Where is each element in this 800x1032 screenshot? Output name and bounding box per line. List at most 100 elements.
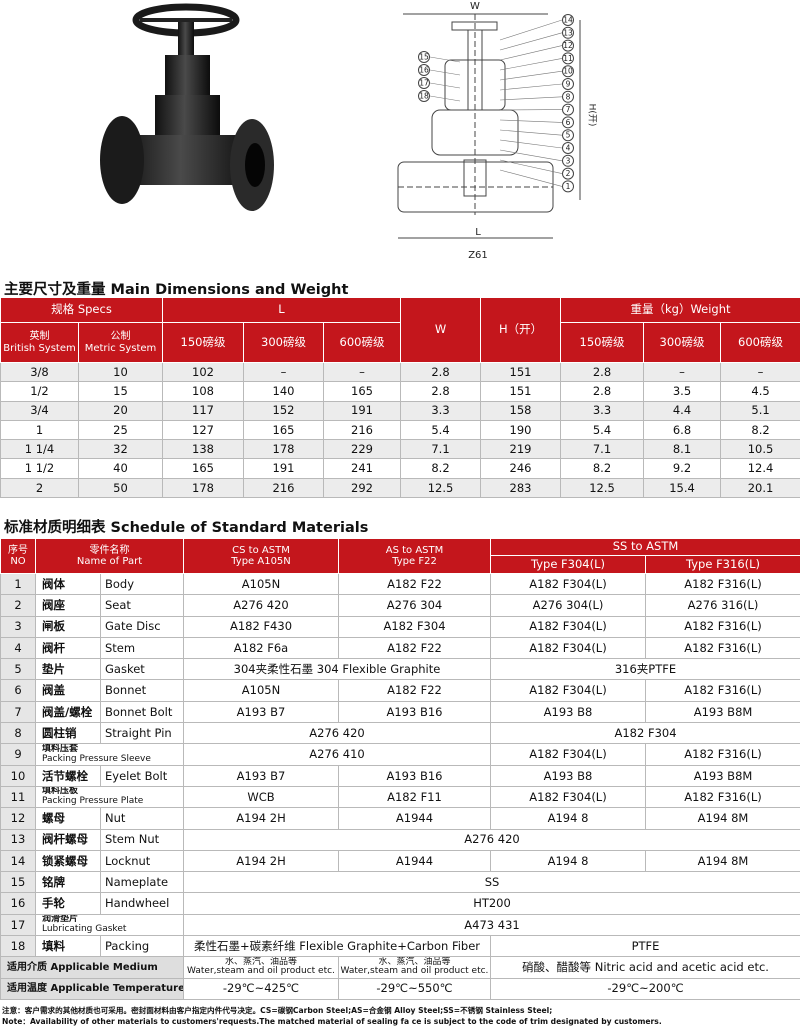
cell-line: 零件名称 <box>89 544 130 556</box>
table-row: 3 闸板 Gate Disc A182 F430 A182 F304 A182 F304(… <box>0 615 800 638</box>
table-cell: 12.5 <box>560 477 645 499</box>
part-name-cn: 阀盖 <box>35 679 101 702</box>
table-cell: 32 <box>78 439 163 460</box>
table-cell: 229 <box>322 439 402 460</box>
part-name-en: Bonnet Bolt <box>100 700 184 724</box>
header-cell: 600磅级 <box>322 322 402 363</box>
row-number: 12 <box>0 807 36 830</box>
valve-photo <box>100 3 274 211</box>
table-cell: A182 F316(L) <box>644 615 800 638</box>
table-cell: 5.4 <box>560 419 645 441</box>
table-cell: A182 F316(L) <box>644 572 800 596</box>
table-cell: 178 <box>162 477 244 499</box>
part-number: 3 <box>566 156 571 165</box>
table-cell: 316夹PTFE <box>489 658 800 681</box>
table-cell: A182 F304 <box>489 722 800 745</box>
table-cell: 152 <box>243 400 324 421</box>
table-cell: 1 1/4 <box>0 439 79 460</box>
header-cell: 300磅级 <box>243 322 324 363</box>
leader-line <box>499 32 563 51</box>
table-cell: A182 F304 <box>338 615 491 638</box>
table-cell: – <box>243 361 324 383</box>
part-name-cn: 阀盖/螺栓 <box>35 700 101 724</box>
table-cell: 2.8 <box>400 381 482 402</box>
table-cell: 12.4 <box>720 458 800 479</box>
table-row: 2 50 178 216 292 12.5 283 12.5 15.4 20.1 <box>0 477 800 499</box>
table-row: 1 1/2 40 165 191 241 8.2 246 8.2 9.2 12.4 <box>0 458 800 479</box>
table-cell: 2.8 <box>560 361 645 383</box>
part-name-cn: 阀杆 <box>35 636 101 660</box>
part-callout <box>562 180 574 193</box>
part-name-en: Gate Disc <box>100 615 184 638</box>
part-number: 13 <box>563 28 573 37</box>
leader-line <box>429 56 461 63</box>
table-row: 12 螺母 Nut A194 2H A1944 A194 8 A194 8M <box>0 807 800 830</box>
table-cell: 191 <box>322 400 402 421</box>
table-cell: -29℃~200℃ <box>489 977 800 1000</box>
part-number: 12 <box>563 41 573 50</box>
cell-line: Water,steam and oil product etc. <box>187 966 335 977</box>
table-cell: 127 <box>162 419 244 441</box>
part-callout <box>562 167 574 180</box>
row-number: 5 <box>0 658 36 681</box>
table-cell: 292 <box>322 477 402 499</box>
part-name-en: Handwheel <box>100 892 184 915</box>
leader-line <box>499 169 563 187</box>
row-number: 4 <box>0 636 36 660</box>
table-cell: SS <box>182 871 800 894</box>
leader-line <box>499 149 563 162</box>
header-cell: Type F316(L) <box>644 555 800 574</box>
table-row: 1 1/4 32 138 178 229 7.1 219 7.1 8.1 10.5 <box>0 439 800 460</box>
cell-line: Name of Part <box>76 556 143 567</box>
table-cell: A1944 <box>338 807 491 830</box>
table-cell: A193 B7 <box>183 764 339 787</box>
table-cell: A182 F304(L) <box>490 615 646 638</box>
part-name-cn: 润滑垫片 <box>42 914 79 924</box>
cell-line: 水、蒸汽、油品等 <box>224 956 297 967</box>
table-row: 9 填料压套 Packing Pressure Sleeve A276 410 A182… <box>0 743 800 766</box>
table-cell: A182 F304(L) <box>490 636 646 660</box>
header-row: 英制 British System 公制 Metric System 150磅级 300磅… <box>0 322 800 363</box>
table-row: 16 手轮 Handwheel HT200 <box>0 892 800 915</box>
cell-line: 水、蒸汽、油品等 <box>378 956 451 967</box>
row-number: 9 <box>0 743 36 766</box>
part-name-en: Packing Pressure Plate <box>42 796 144 807</box>
table-cell: A276 420 <box>183 722 491 745</box>
table-row: 13 阀杆螺母 Stem Nut A276 420 <box>0 828 800 851</box>
table-cell: 151 <box>480 381 562 402</box>
table-cell: 20.1 <box>720 477 800 499</box>
part-name-en: Seat <box>100 594 184 617</box>
cell-line: 英制 <box>29 331 50 342</box>
table-cell: A182 F430 <box>183 615 339 638</box>
dimensions-table: 规格 Specs L W H（开） 重量（kg）Weight 英制 British Syst… <box>0 297 800 499</box>
leader-line <box>499 58 563 71</box>
row-number: 15 <box>0 871 36 894</box>
leader-line <box>429 95 461 102</box>
header-cell: Type F304(L) <box>490 555 646 574</box>
table-cell: A182 F22 <box>338 572 491 596</box>
row-number: 6 <box>0 679 36 702</box>
table-cell: A182 F22 <box>338 679 491 702</box>
table-cell: A193 B16 <box>338 764 491 787</box>
table-row: 1/2 15 108 140 165 2.8 151 2.8 3.5 4.5 <box>0 381 800 402</box>
table-cell: – <box>720 361 800 383</box>
row-number: 16 <box>0 892 36 915</box>
part-number: 10 <box>563 67 573 76</box>
table-cell: 117 <box>162 400 244 421</box>
technical-drawing <box>397 13 581 239</box>
table-cell: 4.4 <box>643 400 722 421</box>
leader-line <box>429 82 461 89</box>
row-number: 8 <box>0 722 36 745</box>
part-number: 5 <box>566 131 571 140</box>
header-cell: L <box>161 297 402 323</box>
table-row: 10 活节螺栓 Eyelet Bolt A193 B7 A193 B16 A193 B8 A… <box>0 764 800 787</box>
table-body: 3/8 10 102– –2.8 151 2.8– –1/2 15 108 140 165 2.8 15… <box>0 361 800 499</box>
table-cell: WCB <box>183 785 339 809</box>
part-name-en: Nut <box>100 807 184 830</box>
header-cell: 150磅级 <box>162 322 244 363</box>
leader-line <box>499 129 563 136</box>
part-name-en: Straight Pin <box>100 722 184 745</box>
table-cell: 15 <box>78 381 163 402</box>
table-cell: A193 B7 <box>183 700 339 724</box>
header-cell: 英制 British System <box>0 322 79 363</box>
